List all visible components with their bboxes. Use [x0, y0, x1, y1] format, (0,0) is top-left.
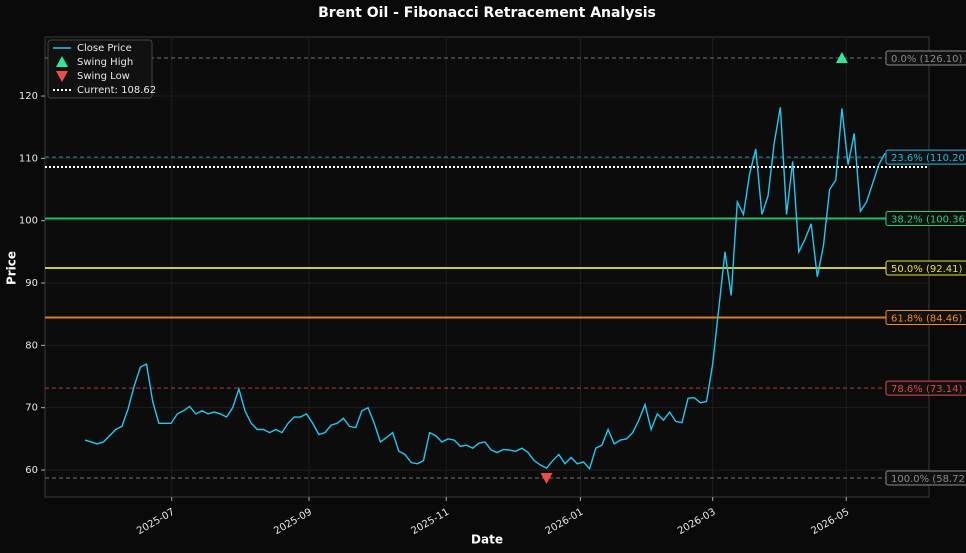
fib-label-box	[885, 380, 966, 396]
y-tick-label: 90	[25, 278, 38, 289]
legend-label: Swing Low	[77, 71, 130, 82]
legend-label: Swing High	[77, 57, 133, 68]
legend-label: Current: 108.62	[77, 85, 156, 96]
y-tick-label: 70	[25, 403, 38, 414]
swing-marker	[540, 472, 553, 484]
x-axis-label: Date	[471, 533, 503, 547]
y-tick-label: 60	[25, 465, 38, 476]
y-axis-label: Price	[5, 251, 19, 285]
fib-label-box	[885, 310, 966, 326]
chart-title: Brent Oil - Fibonacci Retracement Analys…	[318, 5, 656, 21]
fib-label: 78.6% (73.14)	[891, 384, 962, 395]
fib-label: 61.8% (84.46)	[891, 314, 962, 325]
y-tick-label: 110	[19, 153, 38, 164]
fib-label: 100.0% (58.72)	[891, 474, 966, 485]
y-tick-label: 120	[19, 91, 38, 102]
price-line	[84, 107, 886, 471]
fib-label: 50.0% (92.41)	[891, 264, 962, 275]
fib-label-box	[885, 210, 966, 226]
legend-swatch	[56, 71, 68, 82]
fib-label-box	[885, 260, 966, 276]
fib-label: 0.0% (126.10)	[891, 54, 962, 65]
fib-label-box	[885, 50, 966, 66]
fib-label-box	[885, 149, 966, 165]
fib-label: 38.2% (100.36)	[891, 214, 966, 225]
swing-marker	[835, 52, 848, 64]
y-tick-label: 100	[19, 216, 38, 227]
legend-swatch	[56, 56, 68, 67]
fib-label: 23.6% (110.20)	[891, 153, 966, 164]
fib-label-box	[885, 470, 966, 486]
legend-box	[47, 39, 153, 99]
legend-label: Close Price	[77, 43, 132, 54]
y-tick-label: 80	[25, 340, 38, 351]
